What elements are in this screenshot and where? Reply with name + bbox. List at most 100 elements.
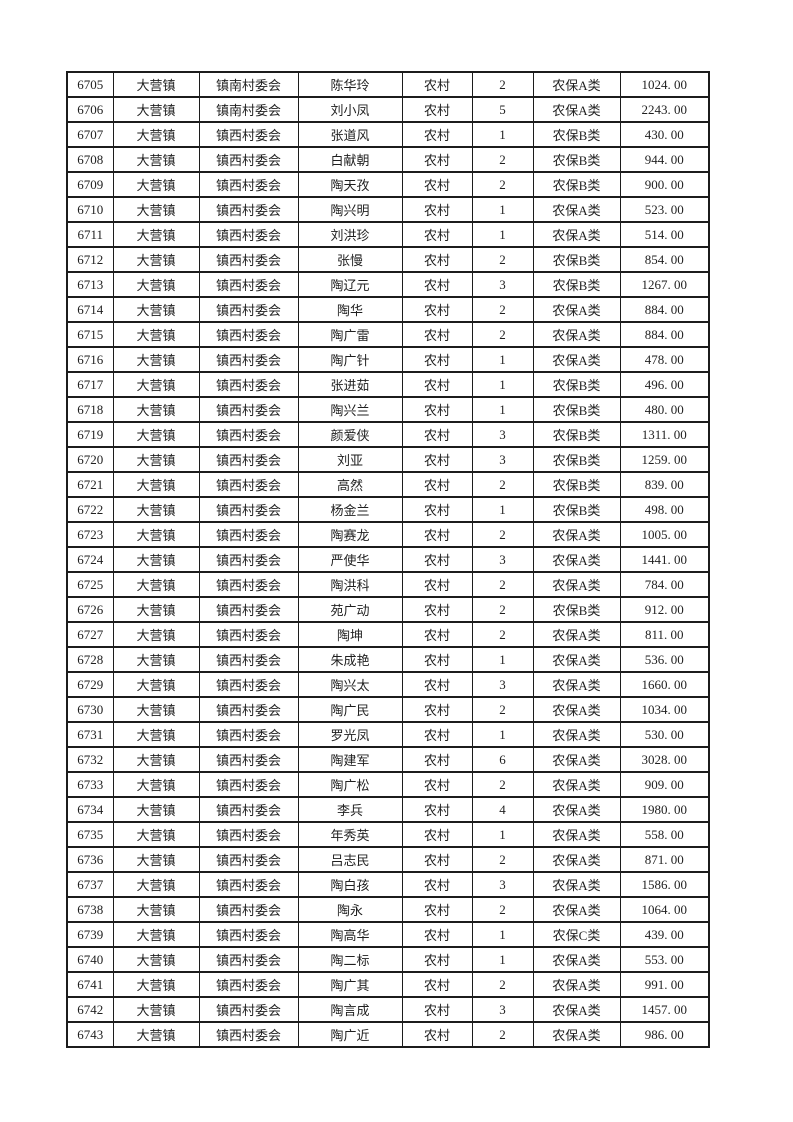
residence-type-cell: 农村 (401, 996, 473, 1023)
amount-cell: 1311. 00 (619, 421, 710, 448)
table-row: 6716 大营镇 镇西村委会 陶广针 农村 1 农保A类 478. 00 (66, 346, 710, 373)
amount-cell: 523. 00 (619, 196, 710, 223)
amount-cell: 498. 00 (619, 496, 710, 523)
person-name-cell: 高然 (297, 471, 403, 498)
person-name-cell: 刘小凤 (297, 96, 403, 123)
amount-cell: 900. 00 (619, 171, 710, 198)
insurance-category-cell: 农保B类 (532, 171, 621, 198)
amount-cell: 536. 00 (619, 646, 710, 673)
village-committee-cell: 镇西村委会 (198, 696, 299, 723)
person-count-cell: 1 (471, 646, 534, 673)
table-row: 6710 大营镇 镇西村委会 陶兴明 农村 1 农保A类 523. 00 (66, 196, 710, 223)
town-cell: 大营镇 (112, 546, 200, 573)
village-committee-cell: 镇西村委会 (198, 646, 299, 673)
person-count-cell: 1 (471, 821, 534, 848)
serial-number-cell: 6732 (66, 746, 114, 773)
amount-cell: 430. 00 (619, 121, 710, 148)
person-count-cell: 1 (471, 121, 534, 148)
amount-cell: 558. 00 (619, 821, 710, 848)
serial-number-cell: 6740 (66, 946, 114, 973)
person-name-cell: 严使华 (297, 546, 403, 573)
insurance-category-cell: 农保B类 (532, 246, 621, 273)
insurance-category-cell: 农保B类 (532, 371, 621, 398)
town-cell: 大营镇 (112, 346, 200, 373)
village-committee-cell: 镇西村委会 (198, 796, 299, 823)
table-row: 6732 大营镇 镇西村委会 陶建军 农村 6 农保A类 3028. 00 (66, 746, 710, 773)
insurance-category-cell: 农保A类 (532, 521, 621, 548)
person-name-cell: 陶广民 (297, 696, 403, 723)
person-name-cell: 陶洪科 (297, 571, 403, 598)
village-committee-cell: 镇西村委会 (198, 746, 299, 773)
insurance-category-cell: 农保A类 (532, 771, 621, 798)
residence-type-cell: 农村 (401, 771, 473, 798)
serial-number-cell: 6706 (66, 96, 114, 123)
person-count-cell: 2 (471, 596, 534, 623)
person-count-cell: 2 (471, 571, 534, 598)
residence-type-cell: 农村 (401, 96, 473, 123)
pension-roster-table: 6705 大营镇 镇南村委会 陈华玲 农村 2 农保A类 1024. 00 6706 大营镇 镇南村… (66, 71, 710, 1048)
serial-number-cell: 6736 (66, 846, 114, 873)
serial-number-cell: 6735 (66, 821, 114, 848)
table-row: 6717 大营镇 镇西村委会 张进茹 农村 1 农保B类 496. 00 (66, 371, 710, 398)
amount-cell: 784. 00 (619, 571, 710, 598)
amount-cell: 530. 00 (619, 721, 710, 748)
table-row: 6706 大营镇 镇南村委会 刘小凤 农村 5 农保A类 2243. 00 (66, 96, 710, 123)
village-committee-cell: 镇西村委会 (198, 821, 299, 848)
amount-cell: 871. 00 (619, 846, 710, 873)
person-count-cell: 2 (471, 896, 534, 923)
person-name-cell: 李兵 (297, 796, 403, 823)
village-committee-cell: 镇南村委会 (198, 71, 299, 98)
person-count-cell: 2 (471, 771, 534, 798)
insurance-category-cell: 农保B类 (532, 596, 621, 623)
town-cell: 大营镇 (112, 446, 200, 473)
person-count-cell: 2 (471, 621, 534, 648)
person-count-cell: 5 (471, 96, 534, 123)
person-count-cell: 3 (471, 996, 534, 1023)
village-committee-cell: 镇西村委会 (198, 346, 299, 373)
amount-cell: 1267. 00 (619, 271, 710, 298)
residence-type-cell: 农村 (401, 846, 473, 873)
village-committee-cell: 镇西村委会 (198, 671, 299, 698)
residence-type-cell: 农村 (401, 471, 473, 498)
person-name-cell: 颜爱侠 (297, 421, 403, 448)
person-name-cell: 陶华 (297, 296, 403, 323)
village-committee-cell: 镇西村委会 (198, 221, 299, 248)
town-cell: 大营镇 (112, 946, 200, 973)
amount-cell: 1457. 00 (619, 996, 710, 1023)
residence-type-cell: 农村 (401, 321, 473, 348)
insurance-category-cell: 农保B类 (532, 271, 621, 298)
person-name-cell: 朱成艳 (297, 646, 403, 673)
town-cell: 大营镇 (112, 721, 200, 748)
residence-type-cell: 农村 (401, 871, 473, 898)
village-committee-cell: 镇西村委会 (198, 321, 299, 348)
table-row: 6705 大营镇 镇南村委会 陈华玲 农村 2 农保A类 1024. 00 (66, 71, 710, 98)
insurance-category-cell: 农保B类 (532, 496, 621, 523)
town-cell: 大营镇 (112, 196, 200, 223)
village-committee-cell: 镇西村委会 (198, 946, 299, 973)
amount-cell: 909. 00 (619, 771, 710, 798)
table-row: 6726 大营镇 镇西村委会 苑广动 农村 2 农保B类 912. 00 (66, 596, 710, 623)
table-row: 6743 大营镇 镇西村委会 陶广近 农村 2 农保A类 986. 00 (66, 1021, 710, 1048)
serial-number-cell: 6741 (66, 971, 114, 998)
town-cell: 大营镇 (112, 596, 200, 623)
person-count-cell: 2 (471, 696, 534, 723)
table-row: 6709 大营镇 镇西村委会 陶天孜 农村 2 农保B类 900. 00 (66, 171, 710, 198)
person-name-cell: 陶广针 (297, 346, 403, 373)
table-row: 6713 大营镇 镇西村委会 陶辽元 农村 3 农保B类 1267. 00 (66, 271, 710, 298)
amount-cell: 1660. 00 (619, 671, 710, 698)
person-count-cell: 2 (471, 521, 534, 548)
amount-cell: 1259. 00 (619, 446, 710, 473)
amount-cell: 496. 00 (619, 371, 710, 398)
table-row: 6742 大营镇 镇西村委会 陶言成 农村 3 农保A类 1457. 00 (66, 996, 710, 1023)
table-row: 6723 大营镇 镇西村委会 陶赛龙 农村 2 农保A类 1005. 00 (66, 521, 710, 548)
serial-number-cell: 6727 (66, 621, 114, 648)
town-cell: 大营镇 (112, 246, 200, 273)
person-count-cell: 2 (471, 146, 534, 173)
town-cell: 大营镇 (112, 621, 200, 648)
person-count-cell: 2 (471, 171, 534, 198)
insurance-category-cell: 农保A类 (532, 696, 621, 723)
insurance-category-cell: 农保A类 (532, 646, 621, 673)
residence-type-cell: 农村 (401, 896, 473, 923)
amount-cell: 514. 00 (619, 221, 710, 248)
village-committee-cell: 镇西村委会 (198, 871, 299, 898)
